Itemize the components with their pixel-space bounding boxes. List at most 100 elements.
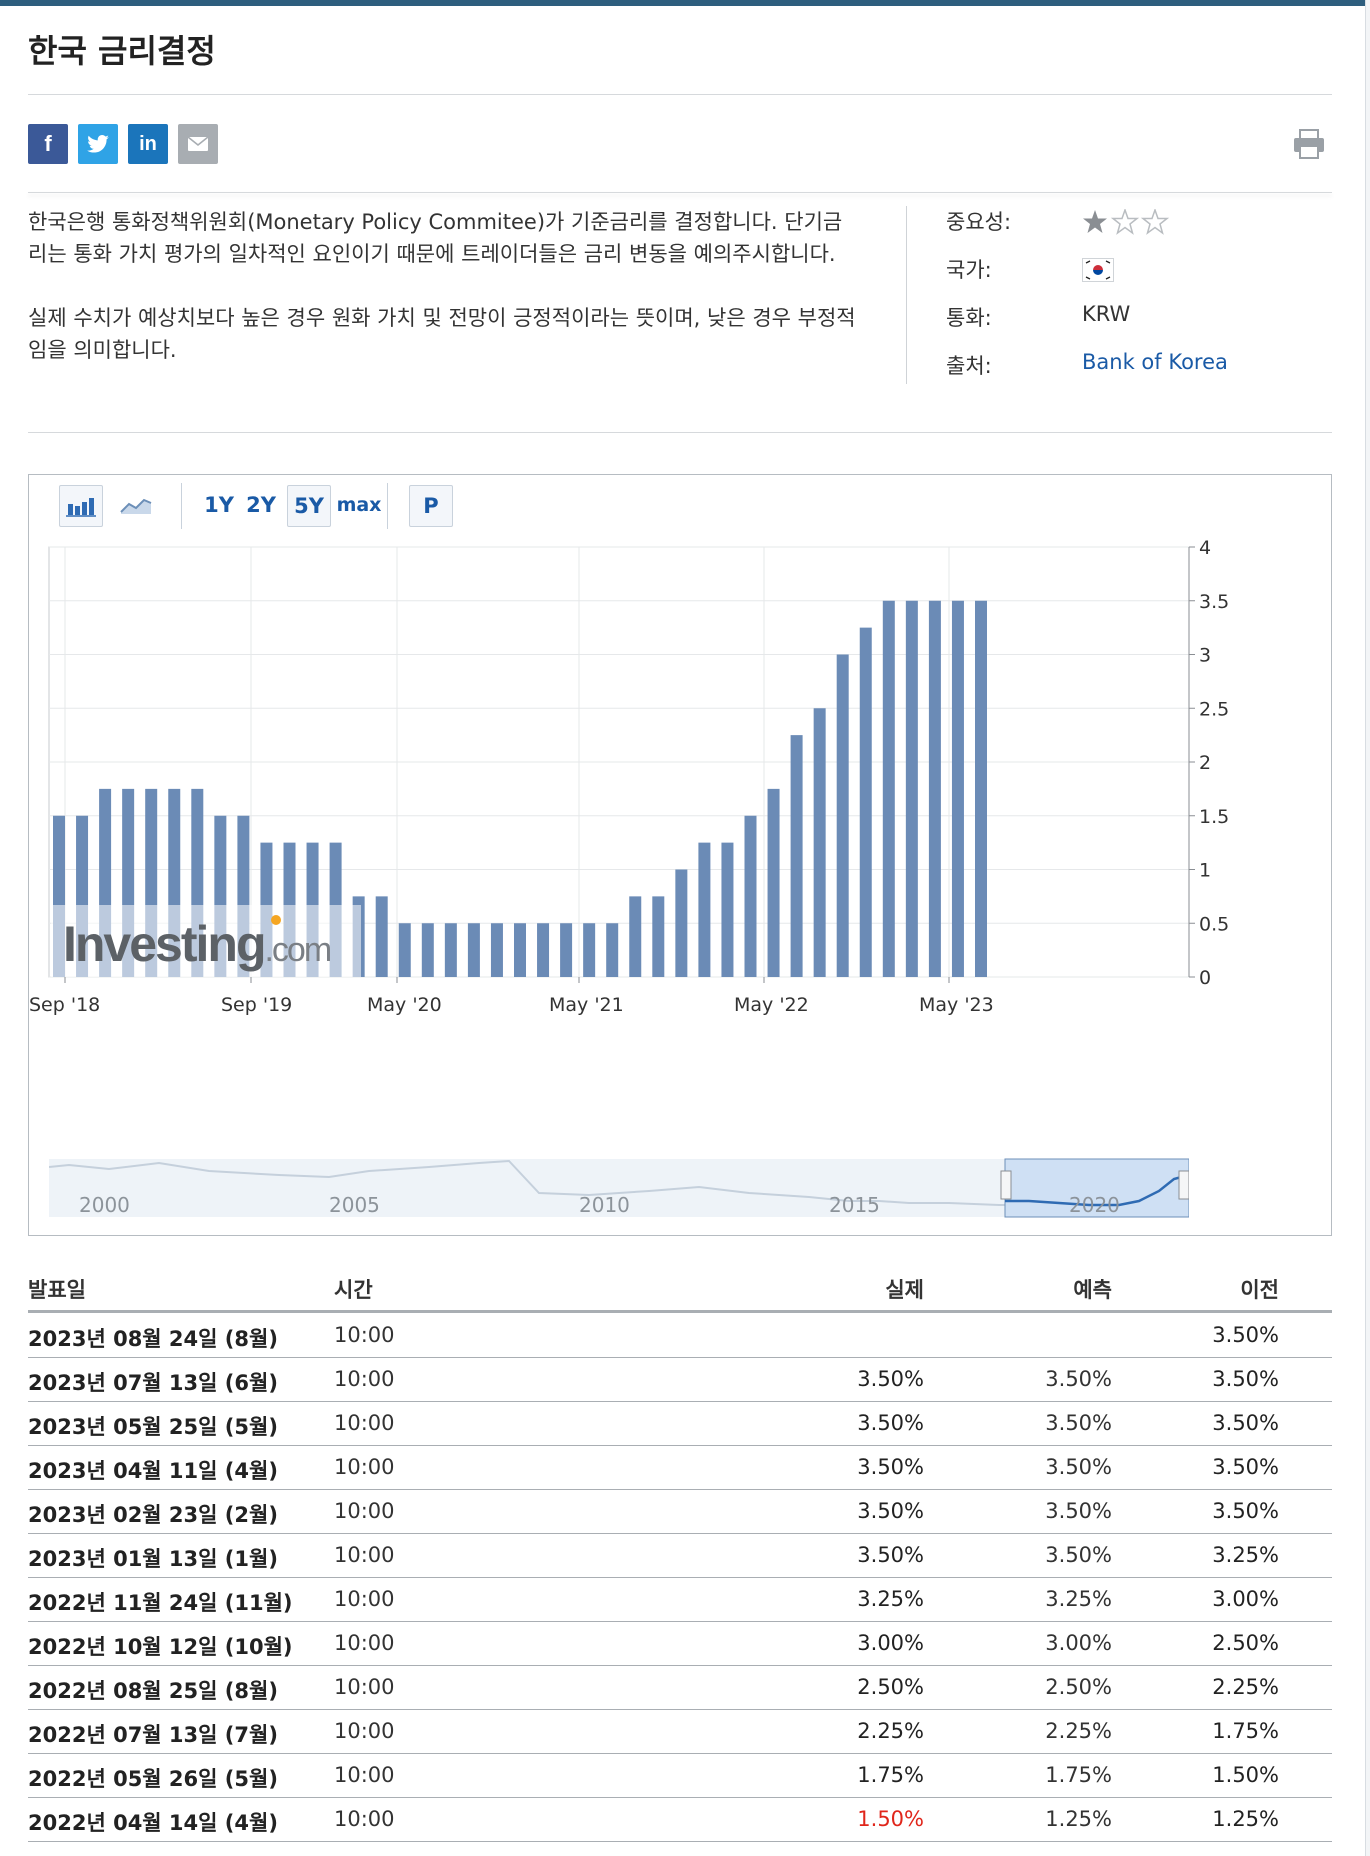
row-forecast: 3.50% [1045,1411,1112,1435]
row-actual: 1.50% [857,1807,924,1831]
row-actual: 1.75% [857,1763,924,1787]
watermark-band [51,905,361,977]
y-tick-label: 1 [1199,860,1211,882]
row-time: 10:00 [334,1631,395,1655]
table-row: 2023년 05월 25일 (5월) 10:00 3.50% 3.50% 3.50% [28,1401,1332,1446]
y-tick-label: 1.5 [1199,806,1229,828]
chart-bar [444,923,457,977]
row-time: 10:00 [334,1323,395,1347]
x-tick-label: Sep '18 [29,994,100,1016]
row-time: 10:00 [334,1807,395,1831]
email-icon [187,136,209,151]
chart-bar [398,923,411,977]
currency-label: 통화: [946,306,992,330]
facebook-icon: f [44,131,52,156]
row-time: 10:00 [334,1499,395,1523]
print-icon[interactable] [1292,128,1326,160]
chart-toolbar: 1Y 2Y 5Y max P [29,475,1331,537]
row-previous: 2.25% [1212,1675,1279,1699]
bar-chart-button[interactable] [59,485,103,527]
share-divider [28,192,1332,193]
header-date: 발표일 [28,1278,86,1302]
y-tick-label: 2.5 [1199,698,1229,720]
line-chart-button[interactable] [115,485,157,525]
chart-bar [537,923,550,977]
country-label: 국가: [946,258,992,282]
chart-container: 1Y 2Y 5Y max P 0 0.5 1 1.5 2 2.5 3 3.5 4 Sep '18 S… [28,474,1332,1236]
source-link[interactable]: Bank of Korea [1082,350,1228,374]
header-previous: 이전 [1240,1278,1279,1302]
row-previous: 3.50% [1212,1411,1279,1435]
currency-row: 통화: KRW [946,302,1346,334]
event-description: 한국은행 통화정책위원회(Monetary Policy Commitee)가 … [28,206,858,398]
row-time: 10:00 [334,1455,395,1479]
chart-navigator: 2000 2005 2010 2015 2020 [49,1157,1189,1219]
row-date: 2022년 04월 14일 (4월) [28,1811,278,1835]
row-forecast: 3.50% [1045,1499,1112,1523]
row-time: 10:00 [334,1543,395,1567]
row-previous: 3.00% [1212,1587,1279,1611]
table-row: 2022년 08월 25일 (8월) 10:00 2.50% 2.50% 2.25% [28,1665,1332,1710]
linkedin-share-button[interactable]: in [128,124,168,164]
row-date: 2023년 05월 25일 (5월) [28,1415,278,1439]
row-actual: 3.25% [857,1587,924,1611]
row-forecast: 3.50% [1045,1543,1112,1567]
navigator-year-label: 2020 [1069,1193,1120,1217]
chart-bar [375,896,388,977]
range-max-button[interactable]: max [336,494,382,516]
twitter-share-button[interactable] [78,124,118,164]
range-5y-button[interactable]: 5Y [287,485,331,527]
row-previous: 3.25% [1212,1543,1279,1567]
chart-bar [836,654,849,977]
facebook-share-button[interactable]: f [28,124,68,164]
chart-bar [744,815,757,977]
top-accent-bar [0,0,1370,6]
table-row: 2022년 10월 12일 (10월) 10:00 3.00% 3.00% 2.50% [28,1621,1332,1666]
row-date: 2023년 04월 11일 (4월) [28,1459,278,1483]
row-previous: 3.50% [1212,1367,1279,1391]
row-previous: 3.50% [1212,1455,1279,1479]
chart-bar [790,735,803,977]
table-row: 2023년 08월 24일 (8월) 10:00 3.50% [28,1313,1332,1358]
table-row: 2023년 01월 13일 (1월) 10:00 3.50% 3.50% 3.25% [28,1533,1332,1578]
table-row: 2022년 07월 13일 (7월) 10:00 2.25% 2.25% 1.75% [28,1709,1332,1754]
y-tick-label: 3.5 [1199,591,1229,613]
x-tick-label: May '20 [367,994,442,1016]
row-previous: 3.50% [1212,1323,1279,1347]
importance-label: 중요성: [946,210,1012,234]
row-time: 10:00 [334,1411,395,1435]
chart-bar [975,600,987,977]
table-row: 2023년 02월 23일 (2월) 10:00 3.50% 3.50% 3.50% [28,1489,1332,1534]
chart-bar [813,708,826,977]
chart-bar [928,600,941,977]
chart-bar [514,923,526,977]
watermark-brand: Investing [63,916,264,972]
navigator-year-label: 2015 [829,1193,880,1217]
range-1y-button[interactable]: 1Y [204,493,234,517]
row-time: 10:00 [334,1763,395,1787]
table-row: 2022년 04월 14일 (4월) 10:00 1.50% 1.25% 1.25% [28,1797,1332,1842]
row-previous: 3.50% [1212,1499,1279,1523]
y-tick-label: 3 [1199,645,1211,667]
row-previous: 2.50% [1212,1631,1279,1655]
chart-bar [767,788,780,977]
row-date: 2022년 10월 12일 (10월) [28,1635,293,1659]
row-time: 10:00 [334,1675,395,1699]
navigator-overview [49,1158,1189,1218]
description-meta-divider [906,206,907,384]
y-tick-label: 0.5 [1199,913,1229,935]
chart-bar [560,923,573,977]
row-actual: 2.50% [857,1675,924,1699]
email-share-button[interactable] [178,124,218,164]
linkedin-icon: in [139,132,157,155]
p-button[interactable]: P [409,485,453,527]
range-2y-button[interactable]: 2Y [246,493,276,517]
x-tick-label: May '22 [734,994,809,1016]
row-actual: 3.50% [857,1543,924,1567]
chart-bar [490,923,503,977]
toolbar-separator [181,483,182,529]
info-divider [28,432,1332,433]
row-actual: 3.50% [857,1455,924,1479]
row-forecast: 2.25% [1045,1719,1112,1743]
country-row: 국가: [946,254,1346,286]
